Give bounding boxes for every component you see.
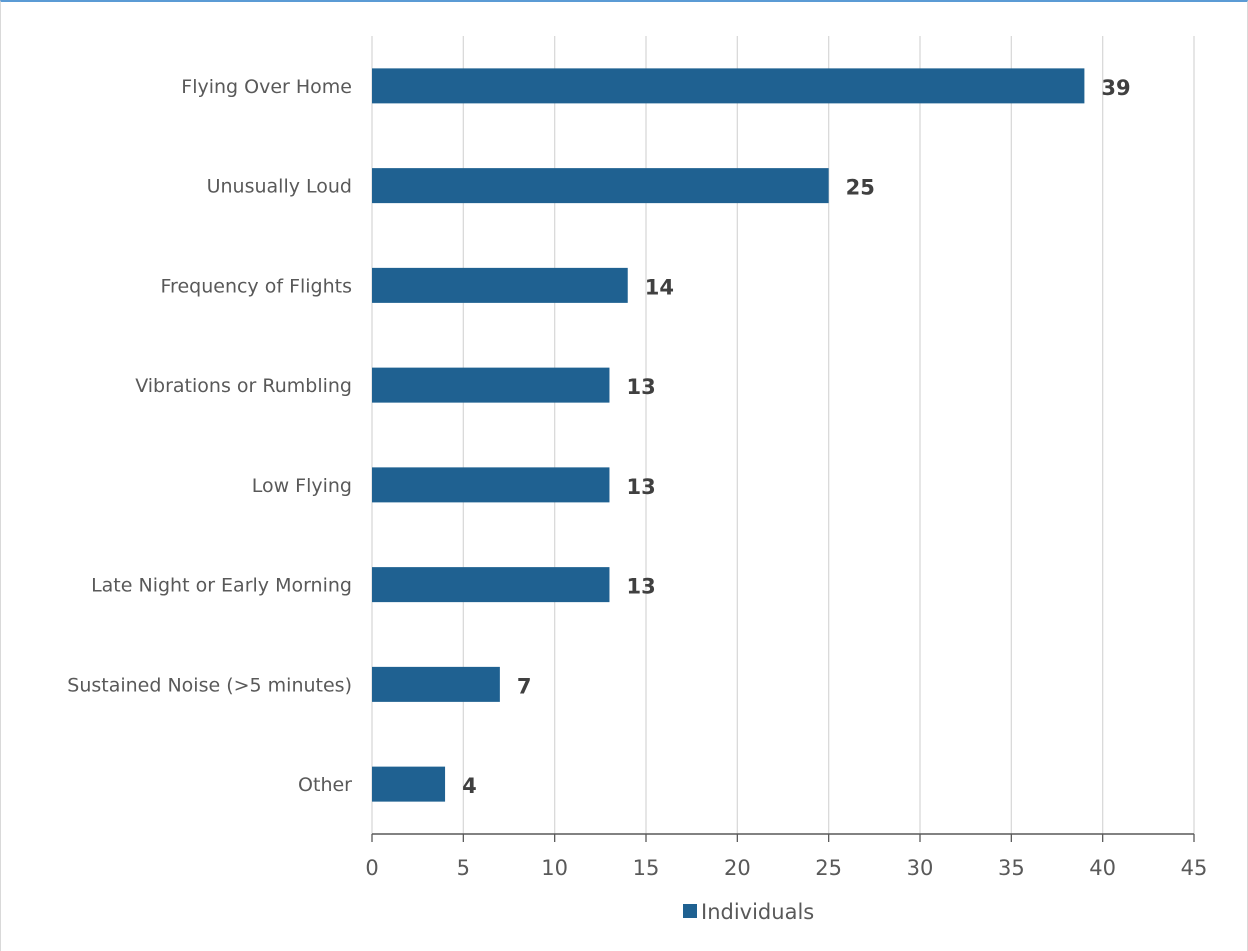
category-label: Late Night or Early Morning: [91, 575, 352, 597]
data-label: 7: [517, 674, 532, 698]
data-label: 13: [626, 375, 655, 399]
data-label: 13: [626, 475, 655, 499]
legend: Individuals: [683, 900, 814, 924]
x-tick-label: 0: [365, 856, 378, 880]
data-label: 39: [1101, 76, 1130, 100]
data-label: 4: [462, 774, 477, 798]
category-label: Flying Over Home: [181, 76, 352, 98]
data-label: 13: [626, 575, 655, 599]
x-tick-label: 20: [724, 856, 751, 880]
x-tick-label: 10: [541, 856, 568, 880]
x-tick-label: 5: [457, 856, 470, 880]
bar: [372, 766, 446, 802]
legend-swatch: [683, 904, 697, 918]
x-tick-label: 40: [1089, 856, 1116, 880]
category-labels: Flying Over Home Unusually Loud Frequency …: [67, 76, 352, 796]
bars: [372, 68, 1085, 802]
category-label: Sustained Noise (>5 minutes): [67, 674, 352, 696]
bar: [372, 467, 610, 503]
x-tick-label: 15: [633, 856, 660, 880]
bar: [372, 267, 628, 303]
category-label: Other: [298, 774, 352, 796]
data-label: 25: [846, 176, 875, 200]
category-label: Frequency of Flights: [161, 275, 352, 297]
bar: [372, 68, 1085, 104]
data-label: 14: [645, 275, 674, 299]
bar: [372, 666, 500, 702]
bar: [372, 567, 610, 603]
category-label: Low Flying: [252, 475, 352, 497]
x-axis: 0 5 10 15 20 25 30 35 40 45: [365, 833, 1208, 880]
bar: [372, 367, 610, 403]
data-labels: 39 25 14 13 13 13 7 4: [462, 76, 1131, 798]
category-label: Vibrations or Rumbling: [135, 375, 352, 397]
gridlines: [371, 36, 1195, 834]
x-tick-label: 45: [1181, 856, 1208, 880]
x-tick-label: 30: [907, 856, 934, 880]
legend-label: Individuals: [701, 900, 814, 924]
bar: [372, 168, 829, 204]
x-tick-label: 25: [815, 856, 842, 880]
x-tick-label: 35: [998, 856, 1025, 880]
category-label: Unusually Loud: [207, 176, 352, 198]
